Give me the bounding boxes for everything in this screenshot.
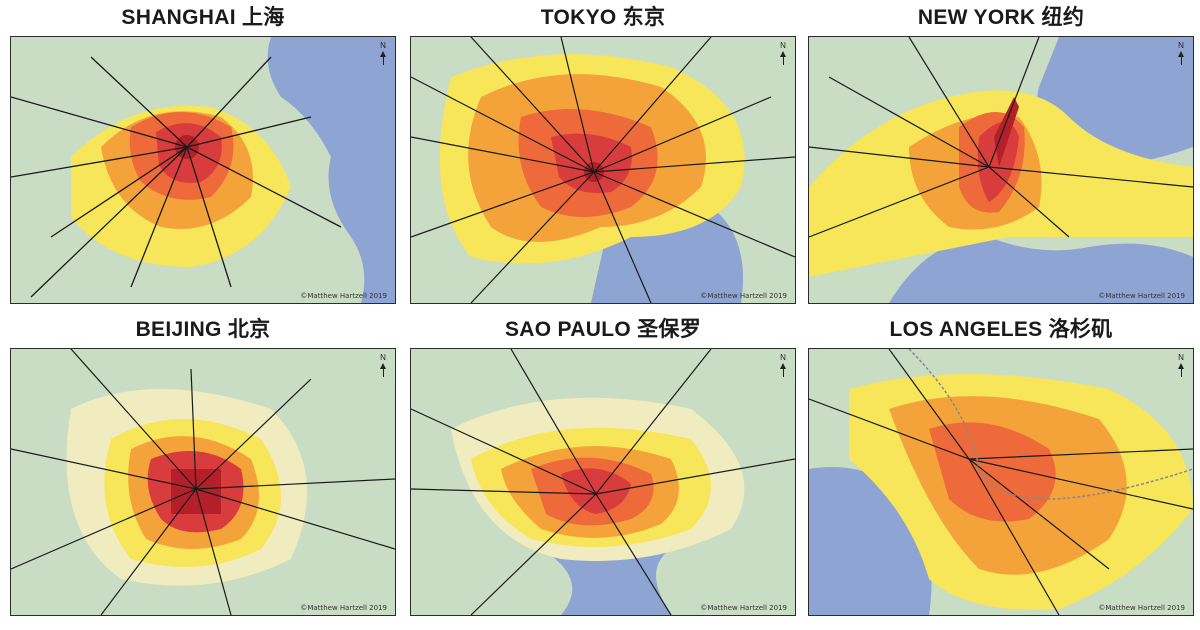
map-credit: ©Matthew Hartzell 2019: [1098, 604, 1185, 612]
map-shanghai: N ©Matthew Hartzell 2019: [10, 36, 396, 304]
map-credit: ©Matthew Hartzell 2019: [1098, 292, 1185, 300]
map-svg: [411, 349, 795, 615]
map-svg: [411, 37, 795, 303]
map-panel-beijing: BEIJING 北京 N ©Matthew Hartzell 2019: [10, 312, 396, 616]
map-credit: ©Matthew Hartzell 2019: [300, 604, 387, 612]
map-title: TOKYO 东京: [540, 6, 666, 29]
map-svg: [809, 349, 1193, 615]
north-arrow-icon: N: [1175, 41, 1187, 67]
map-panel-saopaulo: SAO PAULO 圣保罗 N ©Matthew Hartzell 2019: [410, 312, 796, 616]
map-credit: ©Matthew Hartzell 2019: [700, 292, 787, 300]
north-arrow-icon: N: [1175, 353, 1187, 379]
map-panel-newyork: NEW YORK 纽约 N ©Matthew Hartzell 2019: [808, 0, 1194, 304]
map-panel-losangeles: LOS ANGELES 洛杉矶 N ©Matthew Hartzell 2019: [808, 312, 1194, 616]
map-svg: [11, 349, 395, 615]
map-saopaulo: N ©Matthew Hartzell 2019: [410, 348, 796, 616]
map-title: SAO PAULO 圣保罗: [504, 318, 702, 341]
map-title: BEIJING 北京: [135, 318, 271, 341]
map-beijing: N ©Matthew Hartzell 2019: [10, 348, 396, 616]
map-svg: [809, 37, 1193, 303]
map-credit: ©Matthew Hartzell 2019: [300, 292, 387, 300]
north-arrow-icon: N: [777, 353, 789, 379]
map-losangeles: N ©Matthew Hartzell 2019: [808, 348, 1194, 616]
map-panel-tokyo: TOKYO 东京 N ©Matthew Hartzell 2019: [410, 0, 796, 304]
north-arrow-icon: N: [777, 41, 789, 67]
north-arrow-icon: N: [377, 353, 389, 379]
map-panel-shanghai: SHANGHAI 上海 N ©Matthew Hartzell 2019: [10, 0, 396, 304]
north-arrow-icon: N: [377, 41, 389, 67]
map-title: LOS ANGELES 洛杉矶: [889, 318, 1113, 341]
map-credit: ©Matthew Hartzell 2019: [700, 604, 787, 612]
map-tokyo: N ©Matthew Hartzell 2019: [410, 36, 796, 304]
map-title: SHANGHAI 上海: [121, 6, 285, 29]
map-title: NEW YORK 纽约: [917, 6, 1085, 29]
map-newyork: N ©Matthew Hartzell 2019: [808, 36, 1194, 304]
map-svg: [11, 37, 395, 303]
